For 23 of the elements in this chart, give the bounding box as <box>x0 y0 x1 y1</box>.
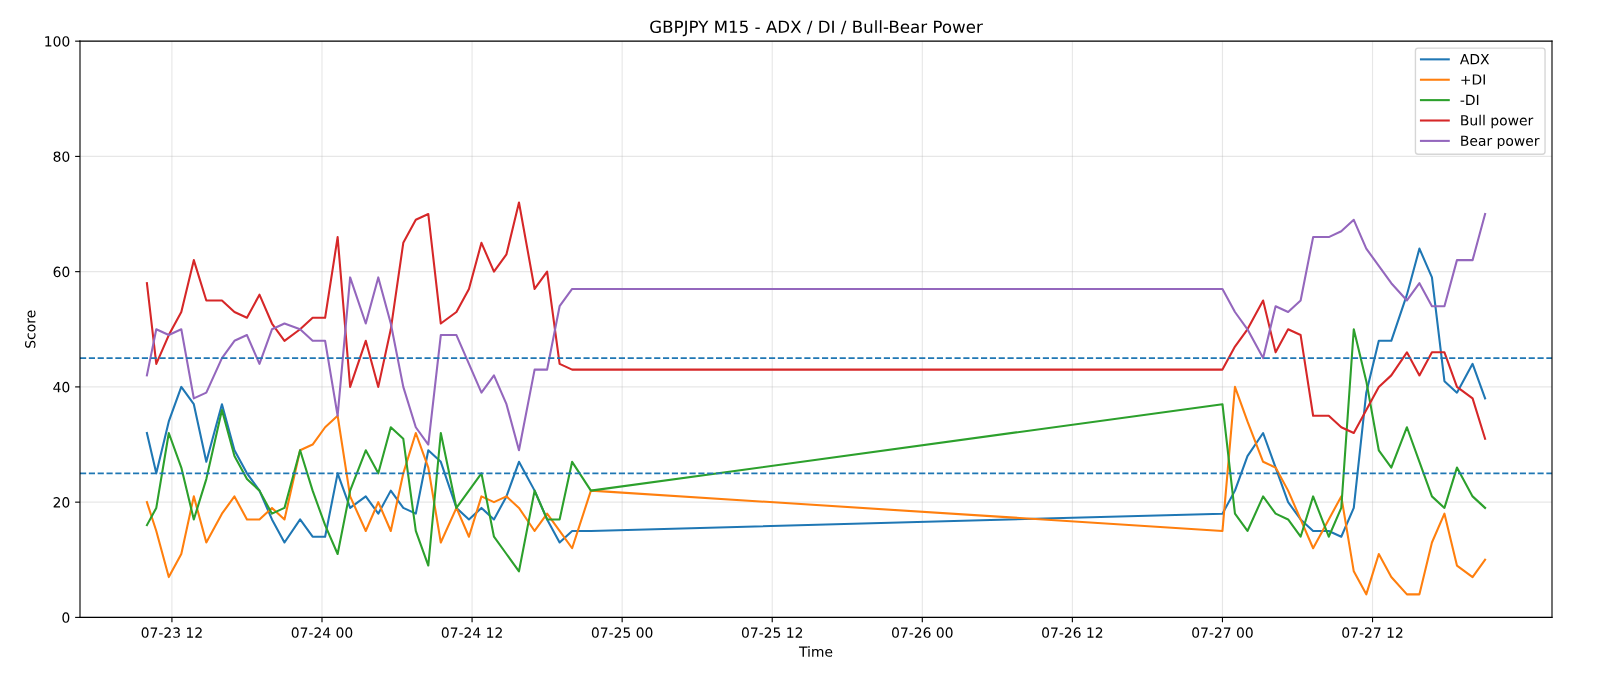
y-tick-label: 0 <box>62 612 70 623</box>
y-tick-label: 80 <box>53 151 70 162</box>
y-tick-label: 20 <box>53 497 70 508</box>
legend-label: Bull power <box>1461 114 1534 129</box>
x-tick-label: 07-27 12 <box>1342 627 1403 638</box>
x-tick-label: 07-26 12 <box>1042 627 1103 638</box>
x-tick-label: 07-23 12 <box>141 627 202 638</box>
x-axis-title: Time <box>798 646 833 657</box>
x-tick-label: 07-27 00 <box>1192 627 1253 638</box>
chart-title: GBPJPY M15 - ADX / DI / Bull-Bear Power <box>650 20 983 37</box>
x-tick-label: 07-25 00 <box>591 627 653 638</box>
y-tick-label: 60 <box>53 266 70 278</box>
x-tick-label: 07-24 12 <box>441 627 502 638</box>
legend-label: -DI <box>1460 94 1479 105</box>
legend-label: ADX <box>1459 54 1490 65</box>
x-tick-label: 07-25 12 <box>741 627 803 638</box>
legend-label: Bear power <box>1461 135 1540 149</box>
x-tick-label: 07-26 00 <box>892 627 953 638</box>
y-tick-label: 100 <box>45 36 70 47</box>
y-tick-label: 40 <box>53 381 70 393</box>
x-tick-label: 07-24 00 <box>291 627 353 638</box>
y-axis-title: Score <box>25 310 36 348</box>
legend-label: +DI <box>1461 74 1485 85</box>
